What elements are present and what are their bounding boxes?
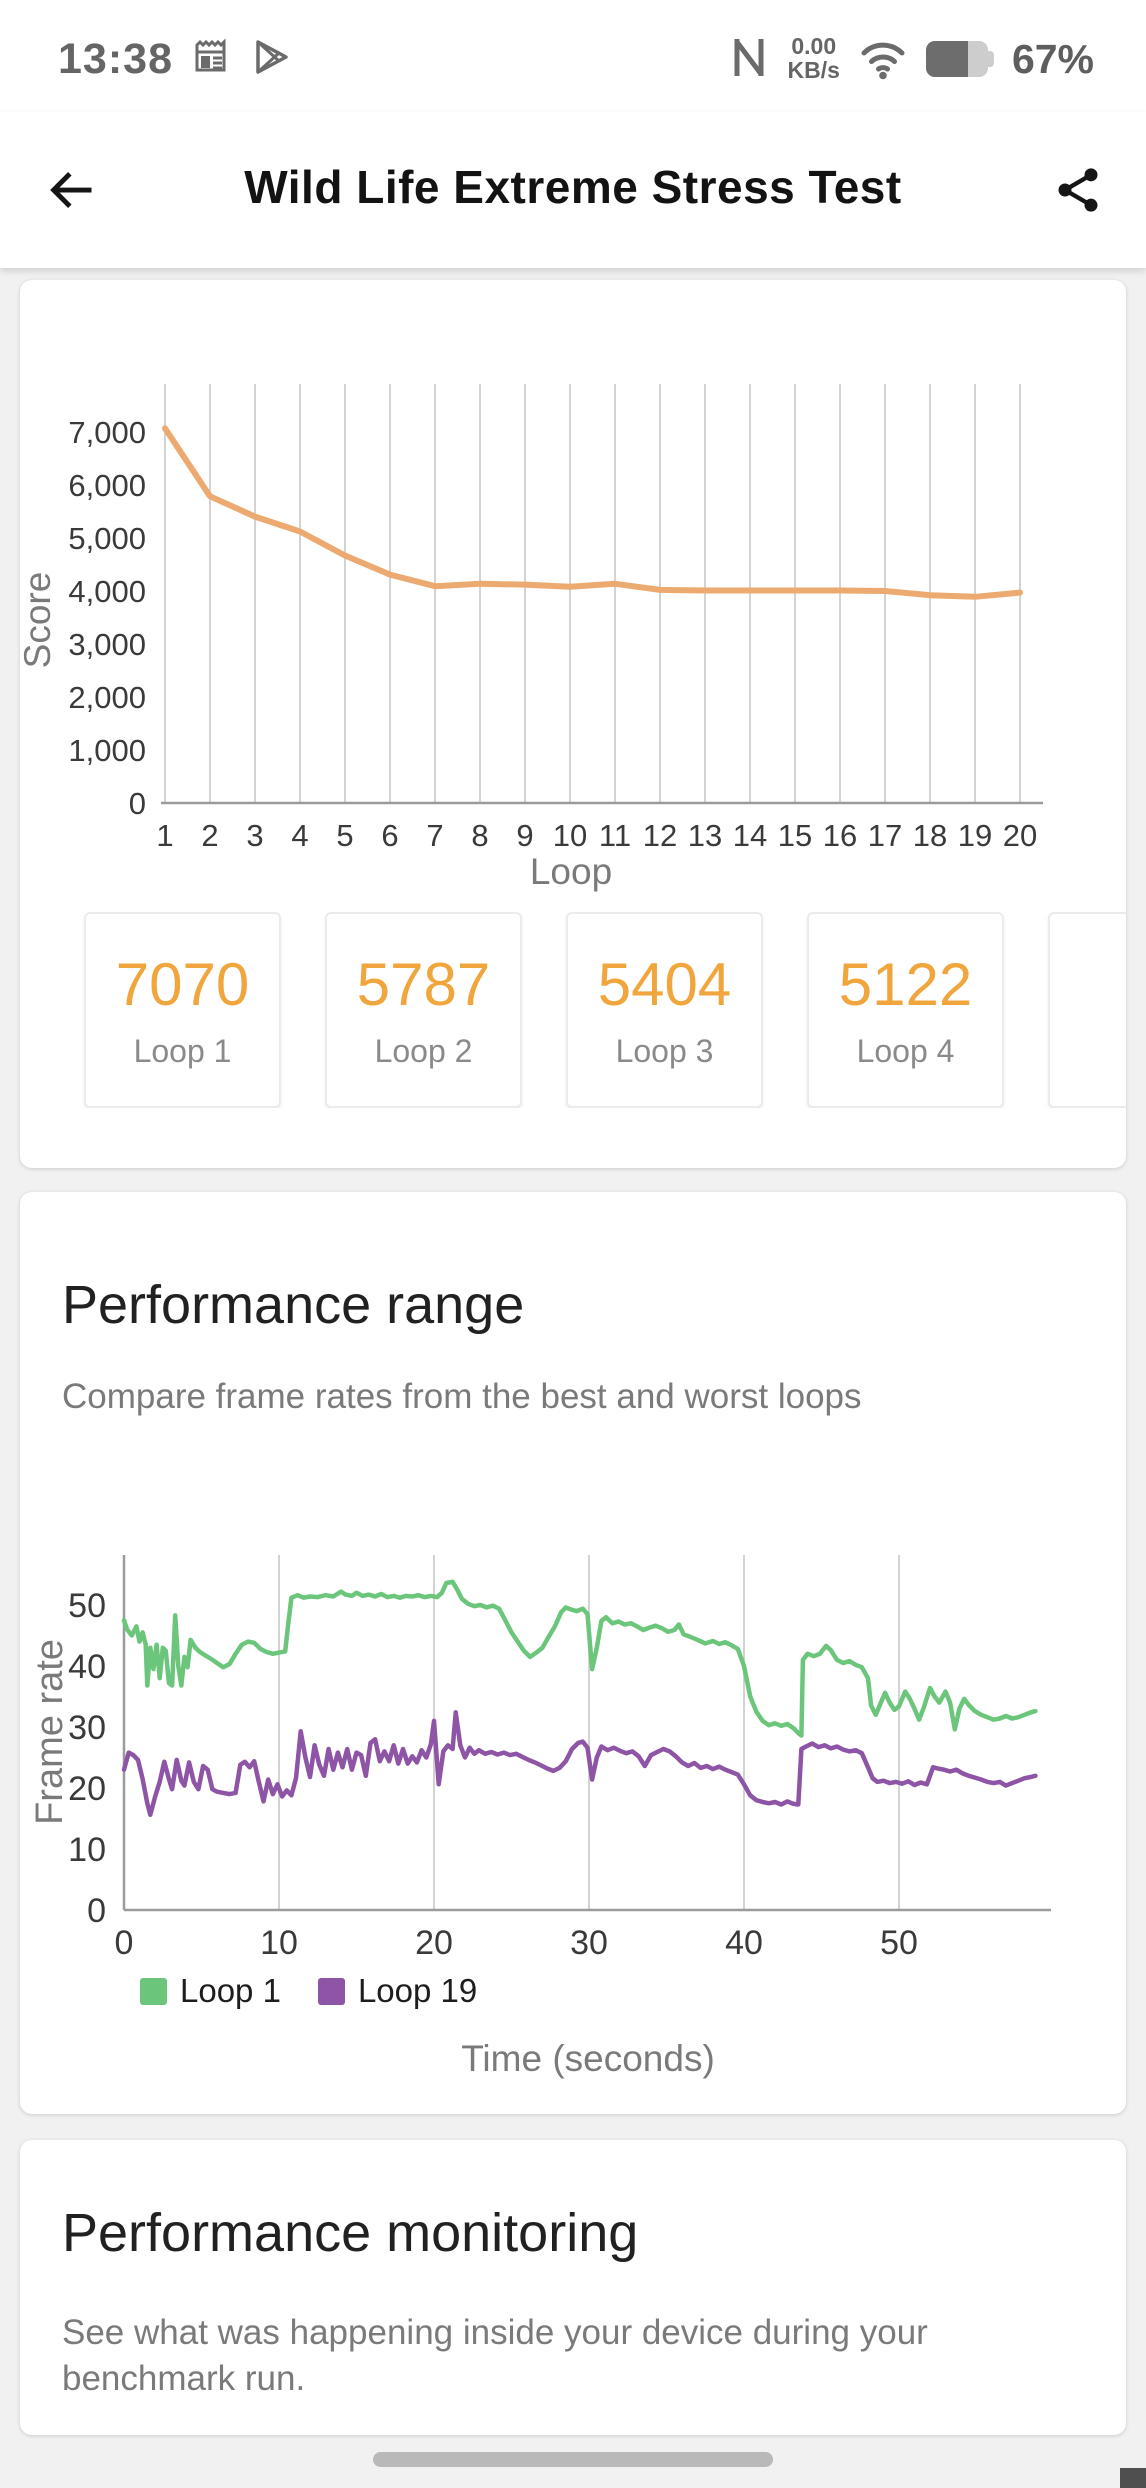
clock: 13:38	[58, 34, 173, 83]
svg-text:10: 10	[68, 1831, 106, 1869]
svg-text:Frame rate: Frame rate	[29, 1639, 71, 1825]
calendar-icon	[189, 35, 233, 84]
svg-text:6: 6	[381, 818, 398, 853]
svg-text:0: 0	[115, 1924, 134, 1962]
section-subtitle: Compare frame rates from the best and wo…	[62, 1377, 862, 1416]
svg-text:20: 20	[1003, 818, 1037, 853]
svg-text:16: 16	[823, 818, 857, 853]
svg-text:10: 10	[553, 818, 587, 853]
svg-text:50: 50	[68, 1587, 106, 1625]
svg-text:2,000: 2,000	[68, 680, 146, 715]
battery-percent: 67%	[1011, 35, 1094, 82]
back-button[interactable]	[46, 164, 98, 216]
svg-text:1,000: 1,000	[68, 733, 146, 768]
svg-text:20: 20	[415, 1924, 453, 1962]
battery-icon	[925, 41, 994, 77]
svg-text:8: 8	[471, 818, 488, 853]
loop-score-label: Loop 4	[856, 1033, 955, 1069]
svg-text:10: 10	[260, 1924, 298, 1962]
svg-text:11: 11	[599, 818, 631, 853]
share-icon[interactable]	[1052, 164, 1104, 216]
svg-text:40: 40	[725, 1924, 763, 1962]
nfc-icon	[730, 34, 770, 85]
loop-score-card-1: 7070 Loop 1	[84, 912, 281, 1108]
loop-score-label: Loop 1	[133, 1033, 232, 1069]
loop-score-card-2: 5787 Loop 2	[325, 912, 522, 1108]
svg-text:20: 20	[68, 1770, 106, 1808]
svg-text:Score: Score	[20, 572, 58, 669]
stress-test-score-card: 1 2 3 4 5 6 7 8 9 10 11 12 13 14 15 16 17 18 19 20 0 1,000 2,0…	[20, 280, 1126, 1168]
legend-label-loop1: Loop 1	[180, 1972, 281, 2009]
loop-score-value: 5787	[356, 951, 491, 1018]
svg-text:3,000: 3,000	[68, 627, 146, 662]
network-speed: 0.00 KB/s	[787, 33, 840, 83]
loop-score-value: 5122	[838, 951, 973, 1018]
wifi-icon	[858, 34, 908, 85]
x-axis-title: Time (seconds)	[461, 2038, 715, 2079]
svg-text:18: 18	[913, 818, 947, 853]
svg-text:30: 30	[570, 1924, 608, 1962]
performance-range-card: Performance range Compare frame rates fr…	[20, 1192, 1126, 2114]
app-bar: Wild Life Extreme Stress Test	[0, 112, 1146, 268]
loop-score-card-5	[1048, 912, 1126, 1108]
svg-text:4: 4	[291, 818, 308, 853]
svg-text:30: 30	[68, 1709, 106, 1747]
svg-text:40: 40	[68, 1648, 106, 1686]
loop-score-card-4: 5122 Loop 4	[807, 912, 1004, 1108]
play-store-icon	[249, 35, 293, 84]
section-subtitle: See what was happening inside your devic…	[62, 2313, 928, 2398]
status-bar: 13:38 0.00 K	[0, 0, 1146, 112]
loop-score-card-3: 5404 Loop 3	[566, 912, 763, 1108]
svg-text:7,000: 7,000	[68, 415, 146, 450]
svg-text:6,000: 6,000	[68, 468, 146, 503]
legend-label-loop19: Loop 19	[357, 1972, 478, 2009]
score-per-loop-chart: 1 2 3 4 5 6 7 8 9 10 11 12 13 14 15 16 17 18 19 2001,0002,0…	[20, 384, 1043, 892]
svg-text:13: 13	[688, 818, 722, 853]
loop-scores-row[interactable]: 7070 Loop 1 5787 Loop 2 5404 Loop 3 5122 Loop 4	[20, 912, 1126, 1108]
svg-text:2: 2	[201, 818, 218, 853]
svg-text:50: 50	[880, 1924, 918, 1962]
gesture-navigation-bar[interactable]	[373, 2452, 773, 2467]
legend-swatch-loop1	[140, 1977, 167, 2005]
svg-text:15: 15	[778, 818, 812, 853]
loop-score-label: Loop 3	[615, 1033, 714, 1069]
svg-text:7: 7	[426, 818, 443, 853]
svg-text:14: 14	[733, 818, 767, 853]
page-title: Wild Life Extreme Stress Test	[244, 161, 902, 213]
svg-text:1: 1	[156, 818, 173, 853]
legend-swatch-loop19	[317, 1977, 345, 2005]
svg-text:5: 5	[336, 818, 353, 853]
section-title: Performance monitoring	[62, 2203, 639, 2263]
svg-text:5,000: 5,000	[68, 521, 146, 556]
scrollbar-corner	[1120, 2468, 1146, 2488]
loop-score-value: 7070	[115, 951, 250, 1018]
frame-rate-chart: 0 10 20 30 40 50 0 10 20 30 40 50 Frame rate	[29, 1555, 1051, 1962]
svg-text:0: 0	[129, 786, 146, 821]
svg-text:9: 9	[516, 818, 533, 853]
svg-text:4,000: 4,000	[68, 574, 146, 609]
loop-score-label: Loop 2	[374, 1033, 473, 1069]
loop-score-value: 5404	[597, 951, 732, 1018]
svg-text:0: 0	[87, 1892, 106, 1930]
svg-text:19: 19	[958, 818, 992, 853]
svg-text:17: 17	[868, 818, 902, 853]
chart-legend: Loop 1 Loop 19	[140, 1972, 477, 2010]
section-title: Performance range	[62, 1275, 525, 1335]
svg-text:12: 12	[643, 818, 677, 853]
svg-text:3: 3	[246, 818, 263, 853]
svg-text:Loop: Loop	[530, 851, 612, 892]
performance-monitoring-card: Performance monitoring See what was happ…	[20, 2140, 1126, 2435]
